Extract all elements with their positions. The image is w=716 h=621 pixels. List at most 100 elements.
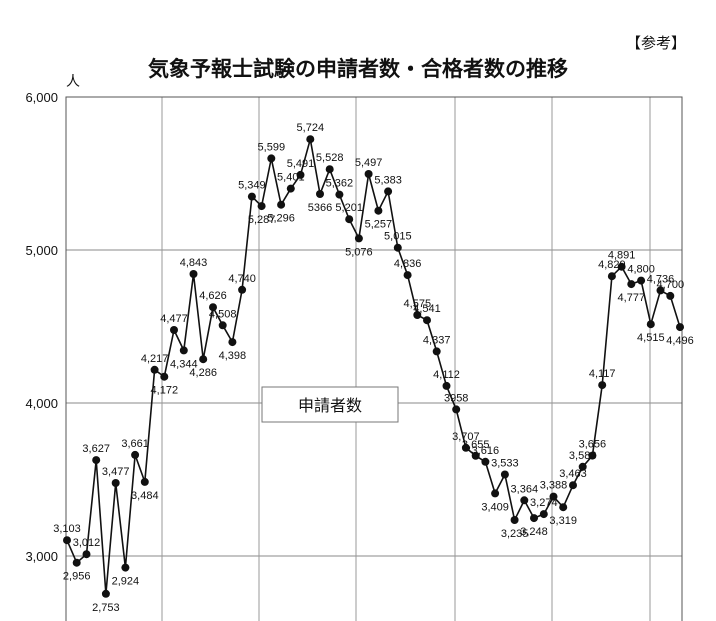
- data-point: [393, 243, 402, 252]
- data-label: 3,707: [452, 431, 480, 443]
- data-point: [189, 270, 198, 278]
- data-label: 4,777: [618, 292, 646, 304]
- data-label: 4,626: [199, 290, 227, 302]
- data-labels: 3,103 2,956 3,012 3,627 2,753 3,477 2,924 3,661…: [53, 122, 694, 614]
- data-label: 3,477: [102, 466, 130, 478]
- data-label: 3,409: [481, 501, 509, 513]
- data-point: [598, 381, 607, 390]
- data-label: 5,383: [374, 174, 402, 186]
- data-point: [500, 470, 509, 479]
- data-label: 4,112: [433, 369, 460, 381]
- y-tick-label: 6,000: [25, 90, 58, 105]
- y-tick-label: 3,000: [25, 549, 58, 564]
- gridlines: [66, 97, 682, 621]
- data-label: 5,724: [297, 122, 325, 134]
- data-point: [179, 346, 188, 355]
- data-label: 3,103: [53, 523, 81, 535]
- data-label: 4,800: [627, 264, 655, 276]
- data-label: 4,740: [228, 273, 256, 285]
- data-point: [607, 272, 616, 281]
- data-point: [150, 365, 159, 374]
- data-point: [481, 457, 490, 466]
- data-point: [335, 190, 344, 199]
- data-label: 5,076: [345, 246, 373, 258]
- data-point: [627, 280, 636, 289]
- legend-box: [261, 386, 399, 423]
- data-label: 3,655: [462, 439, 490, 451]
- data-label: 3,248: [520, 526, 548, 538]
- data-point: [140, 477, 149, 486]
- data-label: 3,627: [82, 443, 110, 455]
- data-points: [63, 135, 684, 598]
- data-label: 4,843: [180, 257, 208, 269]
- data-point: [578, 462, 587, 471]
- data-point: [539, 510, 548, 519]
- legend-label: 申請者数: [298, 396, 362, 415]
- y-tick-label: 5,000: [25, 243, 58, 258]
- data-point: [666, 291, 675, 300]
- data-label: 4,541: [413, 303, 441, 315]
- data-label: 3,364: [511, 483, 539, 495]
- data-label: 4,344: [170, 358, 198, 370]
- data-label: 5,296: [267, 213, 295, 225]
- data-point: [637, 276, 646, 285]
- data-point: [384, 187, 393, 196]
- data-label: 5,401: [277, 172, 305, 184]
- chart-title: 気象予報士試験の申請者数・合格者数の推移: [148, 56, 568, 81]
- data-label: 4,477: [160, 313, 188, 325]
- data-label: 4,398: [219, 350, 247, 362]
- data-point: [549, 492, 558, 501]
- data-point: [199, 355, 208, 364]
- data-point: [170, 326, 178, 334]
- data-label: 4,829: [598, 259, 626, 271]
- data-label: 2,924: [112, 576, 140, 588]
- data-label: 4,117: [589, 368, 616, 380]
- data-point: [286, 184, 295, 193]
- data-point: [345, 215, 354, 224]
- data-point: [82, 550, 91, 559]
- data-label: 5,287: [248, 214, 276, 226]
- data-label: 3,583: [569, 450, 597, 462]
- data-label: 4,337: [423, 334, 451, 346]
- data-point: [471, 451, 480, 460]
- data-label: 3,388: [540, 480, 568, 492]
- y-axis-ticks: 3,000 4,000 5,000 6,000: [25, 90, 58, 564]
- data-label: 3,235: [501, 528, 529, 540]
- data-point: [325, 165, 334, 174]
- data-label: 4,217: [141, 353, 169, 365]
- data-point: [403, 271, 412, 280]
- data-point: [559, 503, 568, 512]
- data-label: 3,463: [559, 468, 587, 480]
- data-label: 3,274: [530, 497, 558, 509]
- data-label: 5,349: [238, 180, 266, 192]
- data-label: 4,836: [394, 258, 422, 270]
- data-label: 4,575: [404, 298, 432, 310]
- data-label: 2,956: [63, 571, 91, 583]
- data-point: [238, 285, 247, 294]
- data-point: [569, 481, 577, 490]
- data-point: [442, 381, 451, 390]
- data-point: [520, 496, 529, 505]
- data-point: [491, 489, 500, 498]
- data-point: [510, 516, 519, 524]
- data-point: [247, 192, 256, 201]
- data-point: [92, 456, 101, 465]
- data-point: [131, 450, 140, 459]
- data-point: [374, 206, 383, 215]
- data-label: 5,362: [326, 178, 354, 190]
- data-label: 3,533: [491, 458, 519, 470]
- data-point: [63, 536, 71, 545]
- data-point: [209, 303, 217, 312]
- data-label: 5,257: [365, 219, 393, 231]
- data-label: 2,753: [92, 602, 120, 614]
- data-point: [354, 234, 363, 243]
- legend: 申請者数: [261, 386, 399, 423]
- series-line-applicants: [66, 138, 681, 594]
- reference-tag: 【参考】: [626, 34, 686, 52]
- data-label: 3,012: [73, 537, 101, 549]
- data-label: 4,172: [151, 385, 179, 397]
- data-label: 4,508: [209, 308, 237, 320]
- data-label: 4,515: [637, 332, 665, 344]
- data-point: [316, 190, 324, 198]
